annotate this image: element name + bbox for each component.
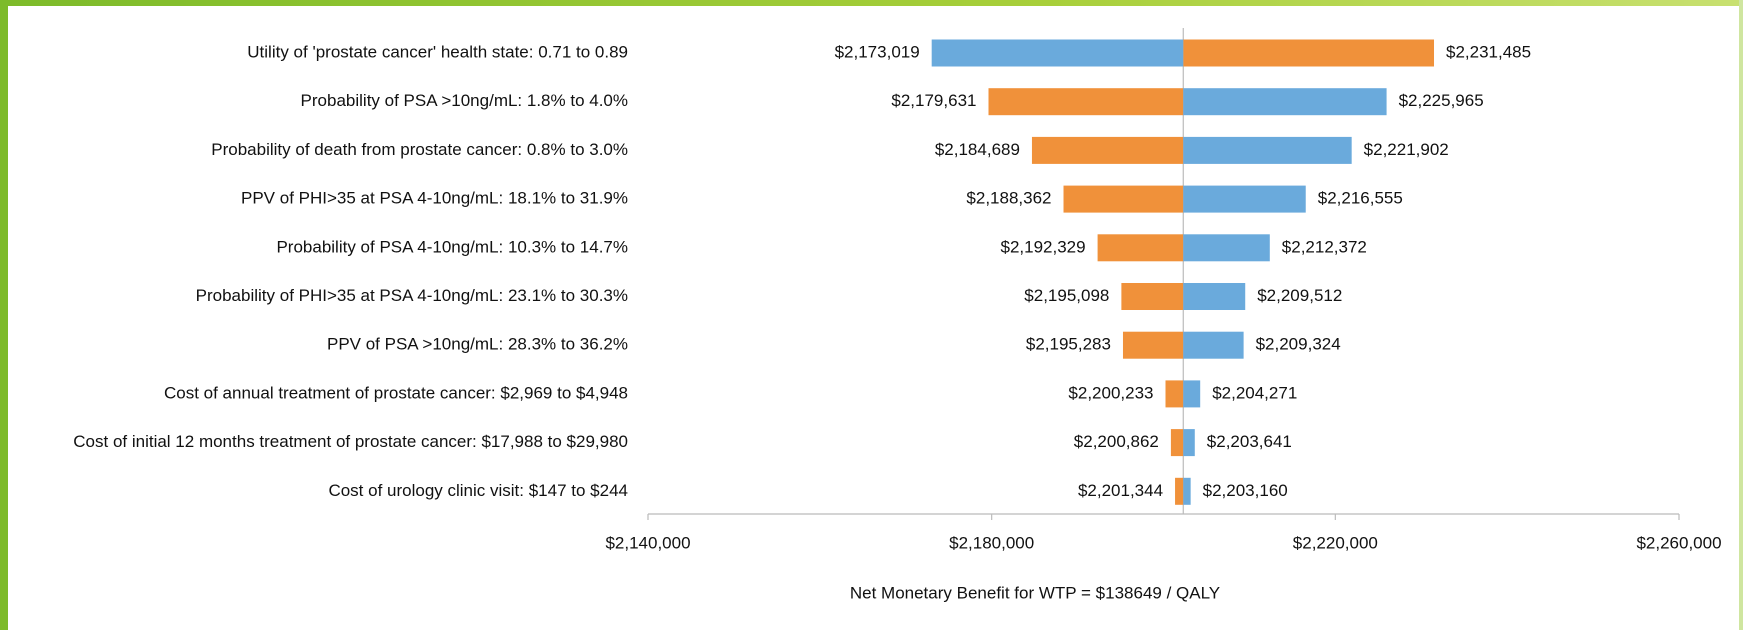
value-label: $2,209,324: [1256, 335, 1341, 354]
value-label: $2,225,965: [1399, 91, 1484, 110]
value-label: $2,200,233: [1068, 383, 1153, 402]
bar: [1183, 88, 1387, 116]
x-tick-label: $2,140,000: [605, 533, 690, 552]
category-label: Cost of annual treatment of prostate can…: [164, 383, 628, 402]
category-label: PPV of PSA >10ng/mL: 28.3% to 36.2%: [327, 335, 628, 354]
value-label: $2,192,329: [1000, 237, 1085, 256]
frame-right: [1739, 0, 1743, 630]
bar: [1031, 136, 1184, 164]
bar: [1183, 477, 1191, 505]
bar: [931, 39, 1184, 67]
bar: [1170, 429, 1184, 457]
bar: [1175, 477, 1184, 505]
bar: [1063, 185, 1184, 213]
category-label: Cost of initial 12 months treatment of p…: [73, 432, 628, 451]
category-label: Probability of PHI>35 at PSA 4-10ng/mL: …: [196, 286, 628, 305]
value-label: $2,231,485: [1446, 42, 1531, 61]
x-tick-label: $2,220,000: [1293, 533, 1378, 552]
bar: [1183, 331, 1244, 359]
value-label: $2,203,641: [1207, 432, 1292, 451]
value-label: $2,195,098: [1024, 286, 1109, 305]
value-label: $2,188,362: [966, 189, 1051, 208]
value-label: $2,209,512: [1257, 286, 1342, 305]
bar: [1122, 331, 1184, 359]
value-label: $2,179,631: [891, 91, 976, 110]
value-label: $2,221,902: [1364, 140, 1449, 159]
bar: [1165, 380, 1184, 408]
x-tick-label: $2,260,000: [1636, 533, 1721, 552]
frame-left: [0, 0, 8, 630]
bar: [1183, 380, 1201, 408]
category-label: PPV of PHI>35 at PSA 4-10ng/mL: 18.1% to…: [241, 189, 628, 208]
bar: [1183, 283, 1246, 310]
category-label: Probability of death from prostate cance…: [211, 140, 628, 159]
value-label: $2,195,283: [1026, 335, 1111, 354]
bar: [1121, 283, 1184, 310]
bar: [1183, 185, 1306, 213]
category-label: Probability of PSA 4-10ng/mL: 10.3% to 1…: [276, 237, 628, 256]
value-label: $2,201,344: [1078, 481, 1163, 500]
bar: [1183, 429, 1195, 457]
value-label: $2,184,689: [935, 140, 1020, 159]
value-label: $2,204,271: [1212, 383, 1297, 402]
bar: [988, 88, 1184, 116]
value-label: $2,212,372: [1282, 237, 1367, 256]
bar: [1183, 39, 1435, 67]
frame-top: [0, 0, 1743, 6]
bar: [1183, 234, 1270, 262]
bar: [1097, 234, 1184, 262]
category-label: Utility of 'prostate cancer' health stat…: [247, 42, 628, 61]
value-label: $2,203,160: [1203, 481, 1288, 500]
x-axis-title: Net Monetary Benefit for WTP = $138649 /…: [850, 583, 1220, 602]
value-label: $2,173,019: [835, 42, 920, 61]
bar: [1183, 136, 1352, 164]
value-label: $2,200,862: [1074, 432, 1159, 451]
category-label: Cost of urology clinic visit: $147 to $2…: [328, 481, 628, 500]
x-tick-label: $2,180,000: [949, 533, 1034, 552]
value-label: $2,216,555: [1318, 189, 1403, 208]
category-label: Probability of PSA >10ng/mL: 1.8% to 4.0…: [301, 91, 628, 110]
